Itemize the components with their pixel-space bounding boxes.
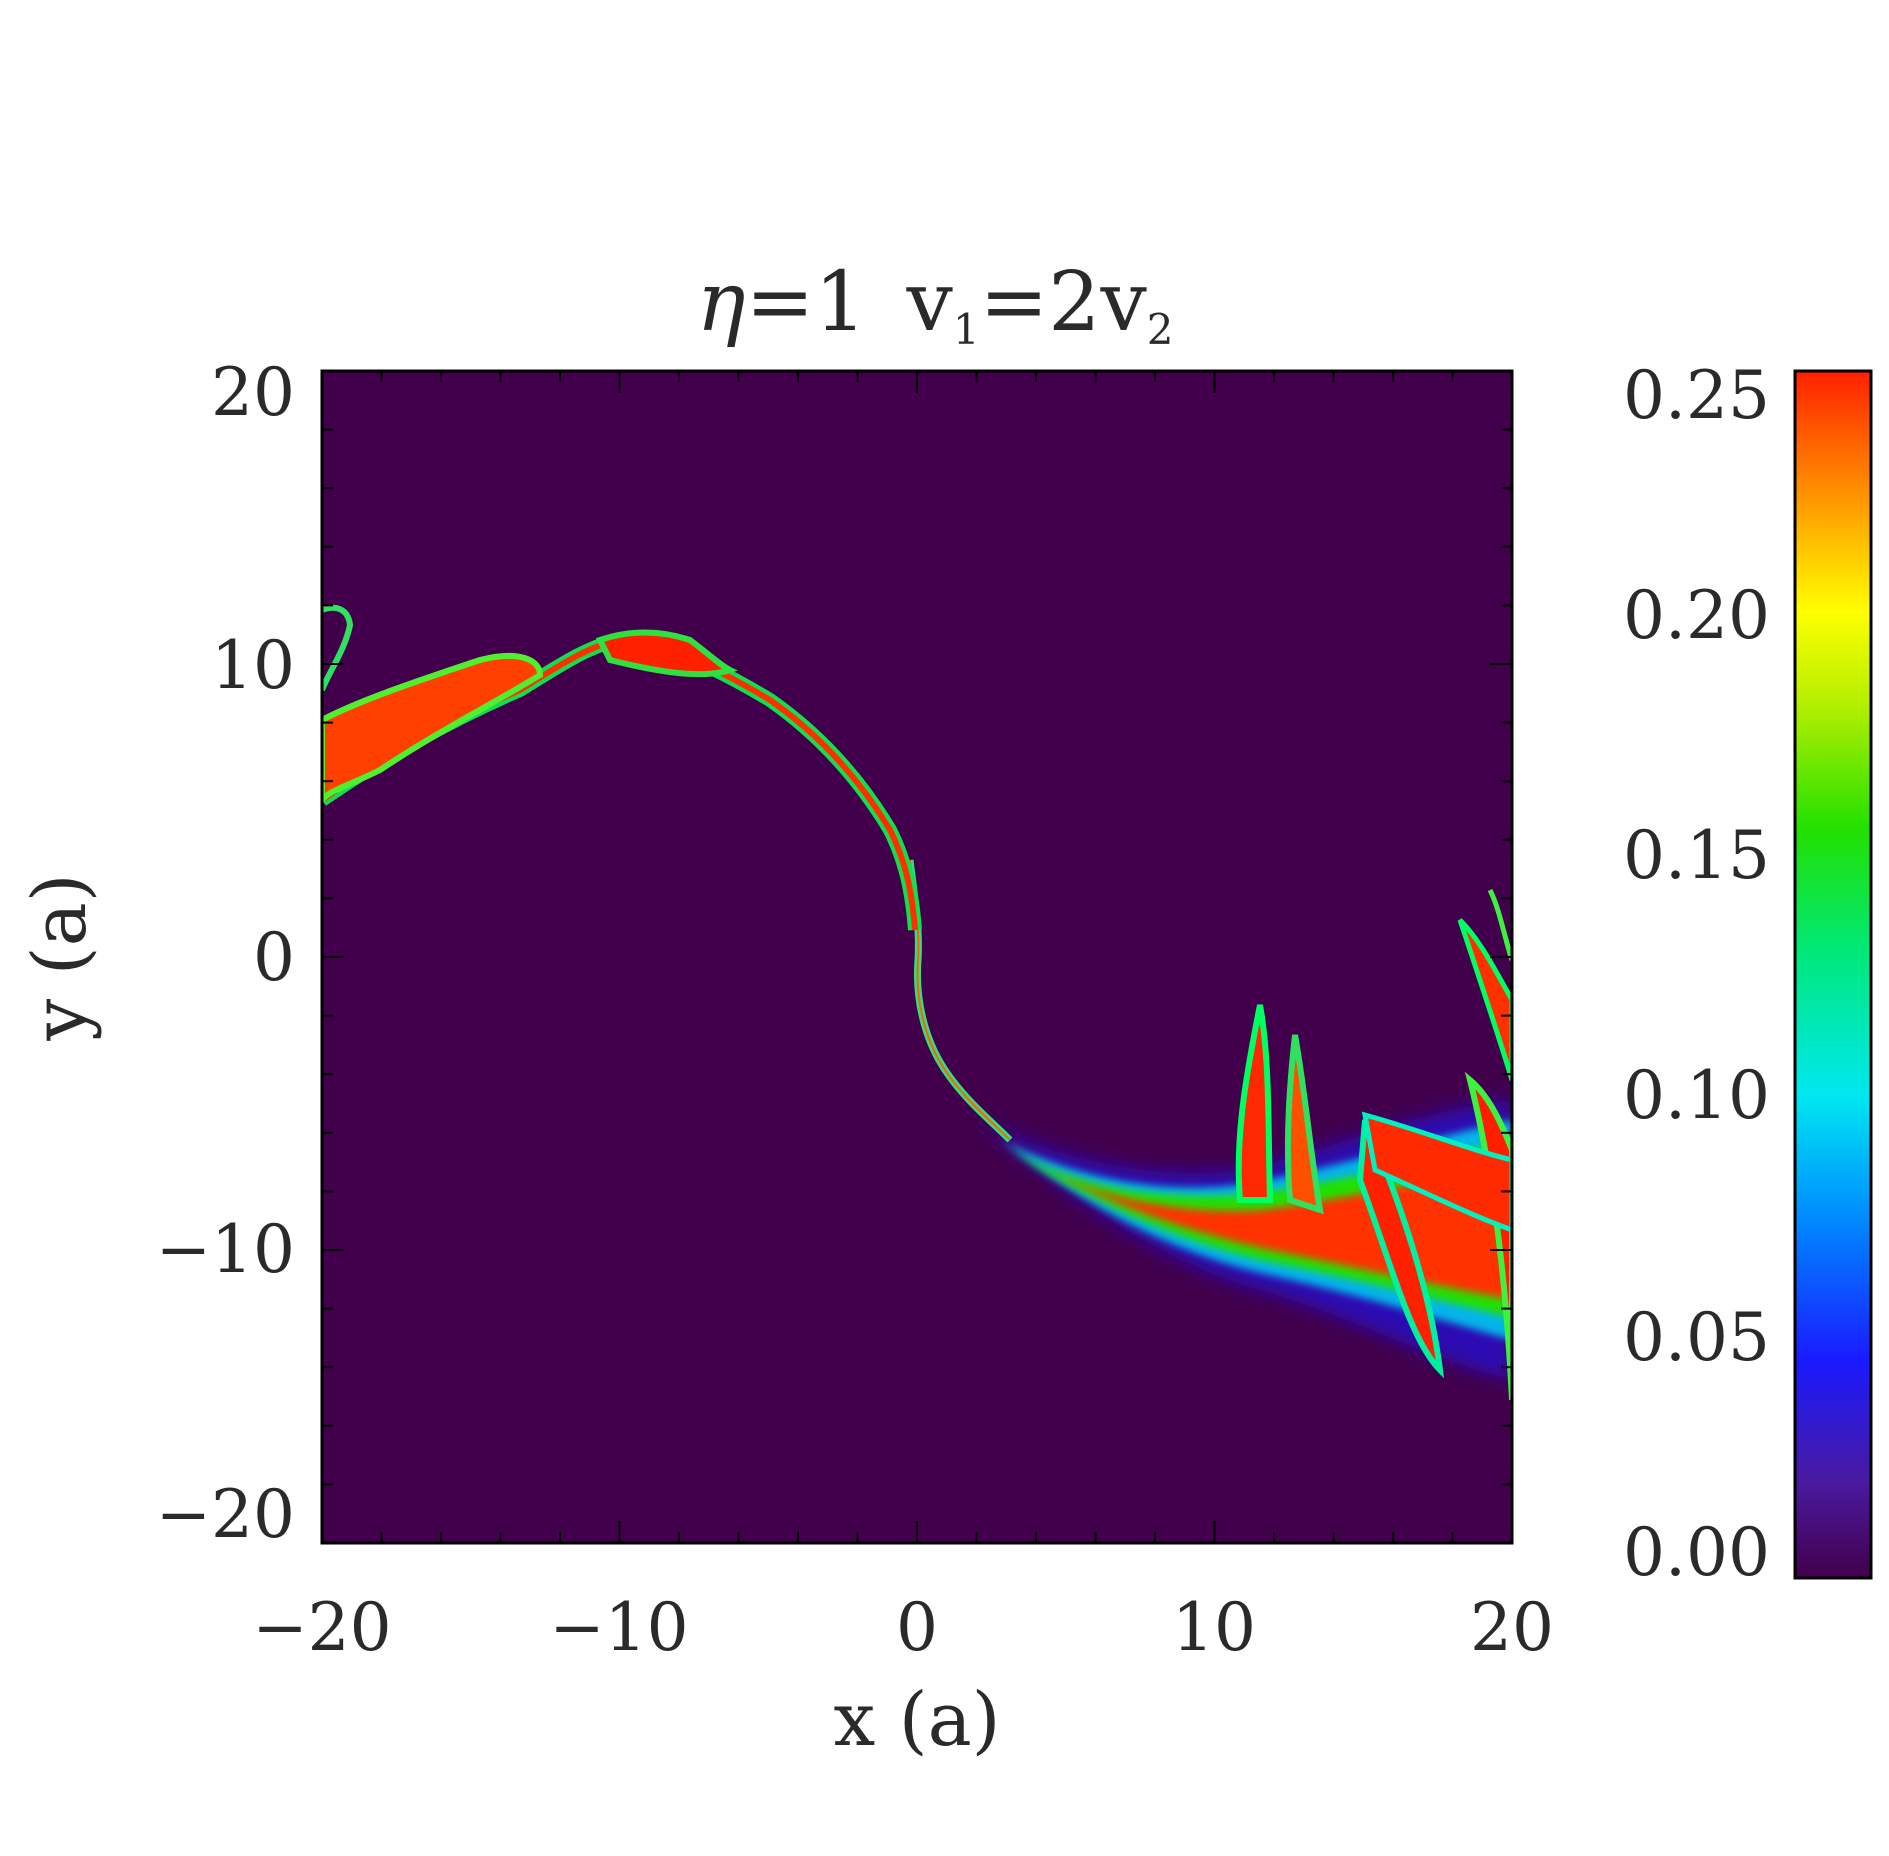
y-tick-label: −10	[156, 1211, 295, 1288]
colorbar-tick-label: 0.15	[1623, 817, 1770, 894]
upper-crest-blob	[595, 629, 738, 678]
y-tick-label: 20	[211, 354, 295, 431]
x-tick-label: 10	[1172, 1589, 1256, 1666]
upper-left-blob	[322, 653, 544, 805]
x-tick-labels: −20 −10 0 10 20	[252, 1589, 1554, 1666]
plot-area	[320, 369, 1514, 1545]
colorbar-tick-label: 0.20	[1623, 577, 1770, 654]
y-tick-label: 0	[253, 919, 295, 996]
mixing-layer	[322, 604, 1512, 1401]
svg-text:η=1v1=2v2: η=1 v1=2v2	[696, 255, 1173, 354]
finger-6	[1361, 1111, 1512, 1233]
colorbar-tick-label: 0.10	[1623, 1057, 1770, 1134]
title-symbol: η	[696, 255, 745, 350]
x-axis-label: x (a)	[833, 1677, 1000, 1763]
title-sub1: 1	[953, 305, 980, 354]
title-v: v	[906, 255, 954, 350]
colorbar-tick-label: 0.00	[1623, 1514, 1770, 1591]
title-sub2: 2	[1147, 305, 1174, 354]
x-tick-marks	[321, 371, 1513, 1543]
y-tick-label: −20	[156, 1476, 295, 1553]
y-tick-label: 10	[211, 627, 295, 704]
title-eq1: =1	[746, 255, 867, 350]
top-left-hook	[322, 604, 354, 692]
x-tick-label: −20	[252, 1589, 391, 1666]
colorbar: 0.25 0.20 0.15 0.10 0.05 0.00	[1623, 357, 1873, 1591]
x-tick-label: −10	[549, 1589, 688, 1666]
colorbar-gradient	[1793, 369, 1873, 1580]
x-tick-label: 20	[1470, 1589, 1554, 1666]
colorbar-tick-label: 0.25	[1623, 357, 1770, 434]
finger-3	[1356, 1118, 1445, 1379]
right-wisp	[1487, 888, 1512, 961]
title-eq2: =2v	[980, 255, 1148, 350]
x-tick-label: 0	[896, 1589, 938, 1666]
finger-1	[1235, 1004, 1274, 1203]
y-tick-labels: 20 10 0 −10 −20	[156, 354, 295, 1553]
colorbar-tick-label: 0.05	[1623, 1299, 1770, 1376]
y-tick-marks	[322, 370, 1512, 1544]
finger-2	[1284, 1034, 1324, 1215]
chart-title: η=1 v1=2v2	[696, 255, 1173, 354]
y-axis-label: y (a)	[17, 873, 103, 1041]
